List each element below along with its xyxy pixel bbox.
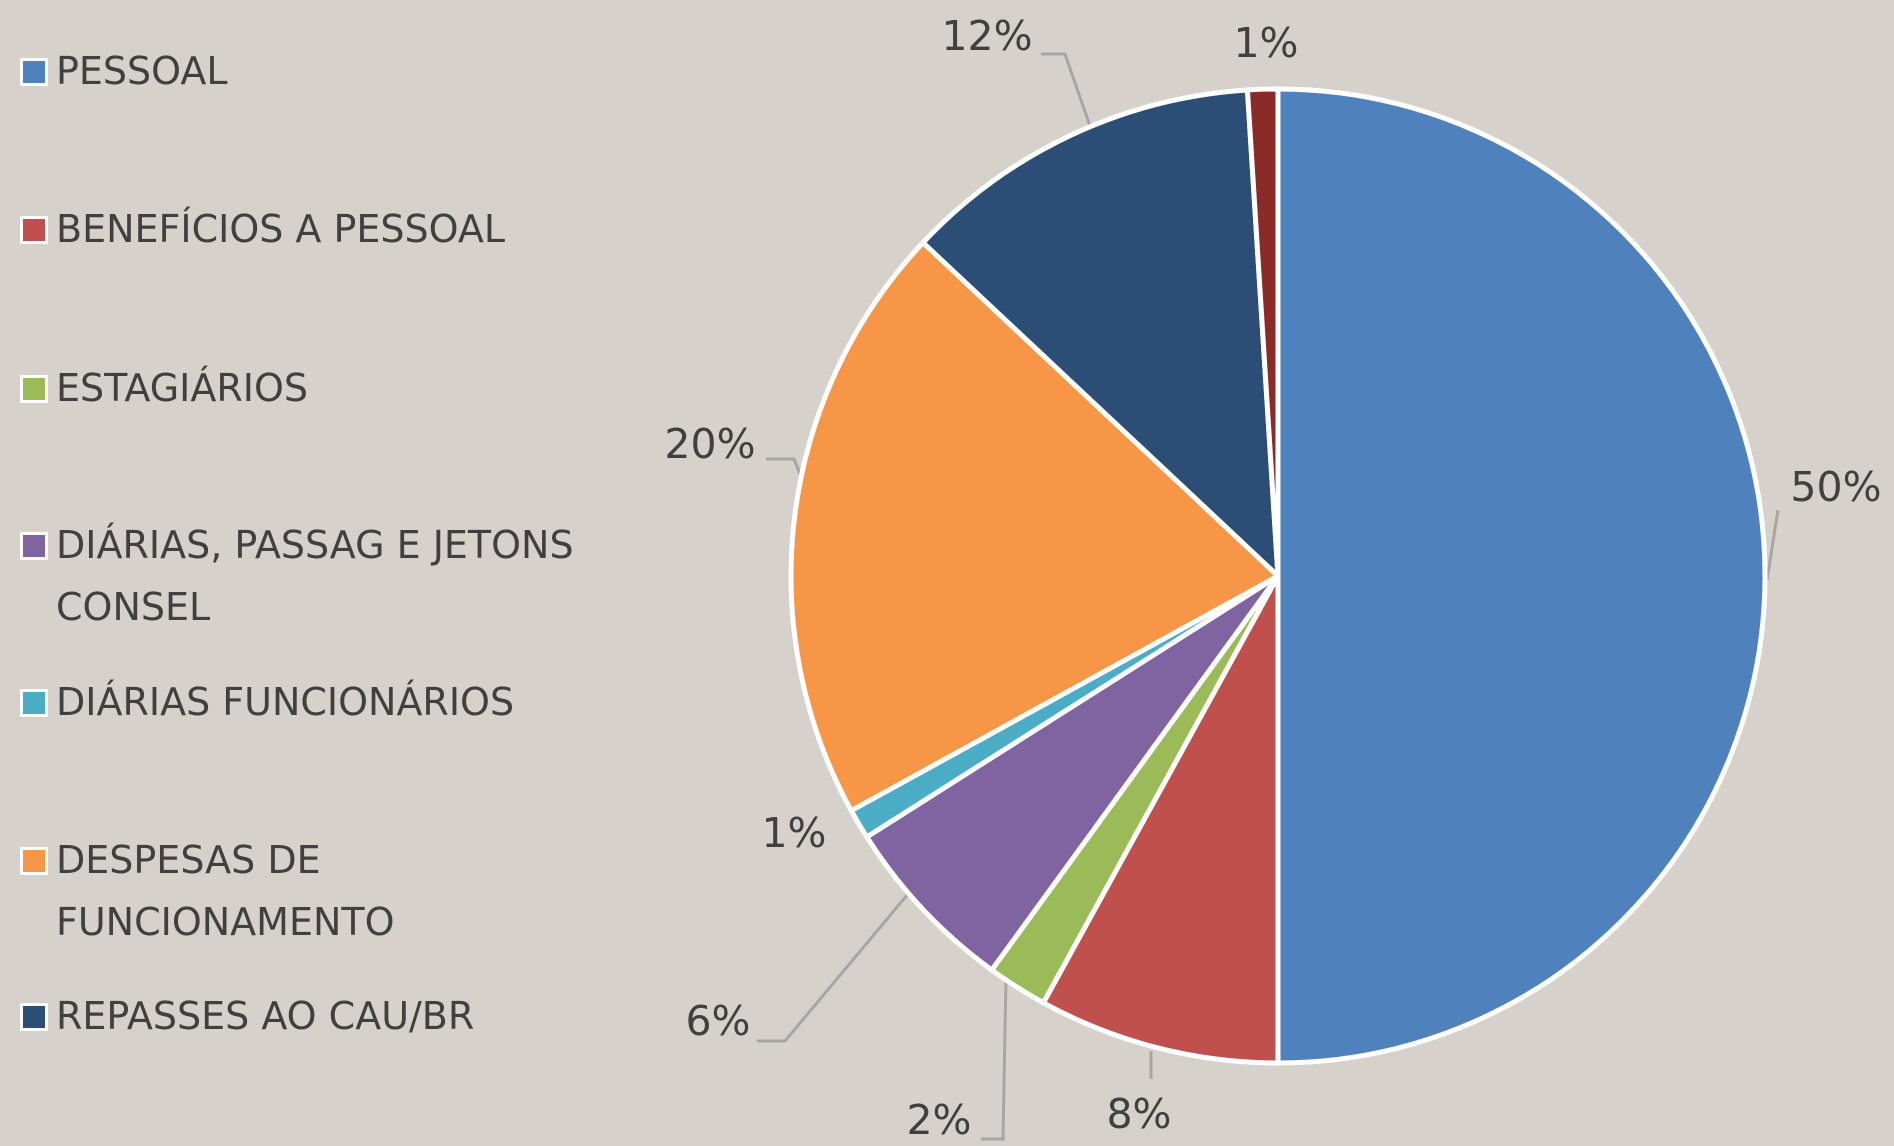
legend-label: REPASSES AO CAU/BR (56, 994, 475, 1038)
legend-label: PESSOAL (56, 49, 228, 93)
legend-item: ESTAGIÁRIOS (20, 357, 656, 419)
data-label: 8% (1106, 1090, 1171, 1138)
legend: PESSOAL BENEFÍCIOS A PESSOAL ESTAGIÁRIOS DI… (20, 0, 660, 1146)
data-label: 12% (941, 12, 1032, 60)
legend-label: DESPESAS DE FUNCIONAMENTO (56, 838, 395, 944)
data-label: 50% (1790, 463, 1881, 511)
data-label: 2% (906, 1096, 971, 1144)
pie-slice (920, 87, 1281, 579)
legend-swatch (20, 847, 48, 875)
legend-swatch (20, 375, 48, 403)
legend-item: PESSOAL (20, 40, 656, 102)
legend-label: DIÁRIAS, PASSAG E JETONS CONSEL (56, 523, 574, 629)
leader-line (757, 893, 910, 1043)
legend-item: REPASSES AO CAU/BR (20, 985, 656, 1047)
legend-label: ESTAGIÁRIOS (56, 366, 309, 410)
pie-slice (788, 240, 1281, 814)
pie-slice (1275, 86, 1768, 1066)
data-label: 20% (664, 420, 755, 468)
leader-line (1765, 509, 1780, 581)
leader-line (981, 977, 1008, 1141)
data-label: 6% (685, 997, 750, 1045)
leader-line (1041, 52, 1092, 127)
data-label: 1% (761, 809, 826, 857)
legend-swatch (20, 216, 48, 244)
data-label: 1% (1233, 19, 1298, 67)
legend-swatch (20, 58, 48, 86)
legend-swatch (20, 689, 48, 717)
legend-swatch (20, 532, 48, 560)
pie-slice (864, 573, 1281, 973)
pie-slice (1244, 86, 1281, 579)
leader-line (766, 457, 805, 482)
legend-label: BENEFÍCIOS A PESSOAL (56, 207, 506, 251)
pie-slice (1040, 573, 1281, 1066)
legend-label: DIÁRIAS FUNCIONÁRIOS (56, 680, 515, 724)
legend-swatch (20, 1003, 48, 1031)
legend-item: BENEFÍCIOS A PESSOAL (20, 198, 656, 260)
legend-item: DESPESAS DE FUNCIONAMENTO (20, 829, 656, 953)
legend-item: DIÁRIAS FUNCIONÁRIOS (20, 671, 656, 733)
legend-item: DIÁRIAS, PASSAG E JETONS CONSEL (20, 514, 656, 638)
